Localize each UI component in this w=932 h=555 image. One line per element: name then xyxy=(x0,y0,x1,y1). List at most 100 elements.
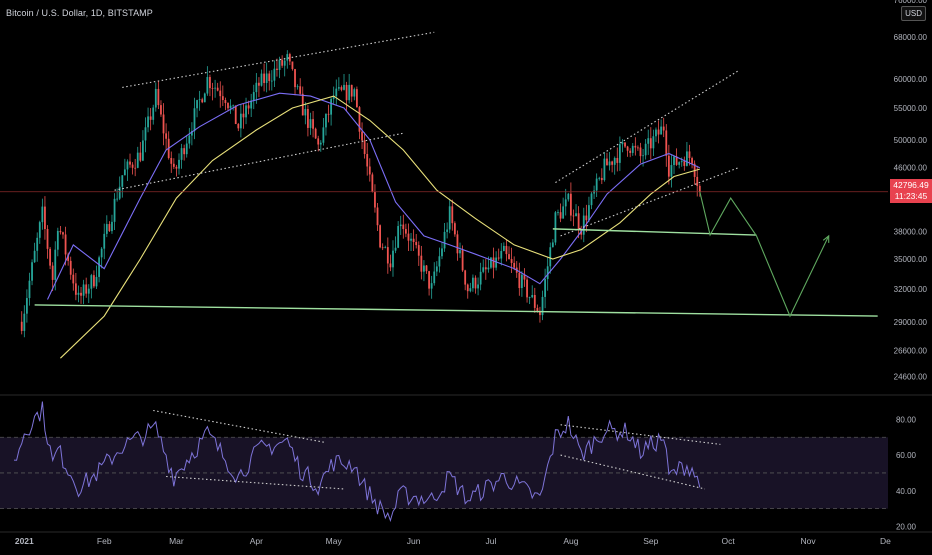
candle[interactable] xyxy=(23,305,26,338)
candle[interactable] xyxy=(198,90,201,111)
candle[interactable] xyxy=(595,173,598,197)
candle[interactable] xyxy=(691,156,693,169)
candle[interactable] xyxy=(425,265,428,274)
candle[interactable] xyxy=(46,225,49,259)
candle[interactable] xyxy=(386,237,389,274)
candle[interactable] xyxy=(696,165,699,197)
support-line[interactable] xyxy=(34,304,878,317)
price-trendline[interactable] xyxy=(122,31,435,88)
candle[interactable] xyxy=(51,262,54,292)
candle[interactable] xyxy=(686,141,688,167)
candle[interactable] xyxy=(662,117,665,138)
candle[interactable] xyxy=(479,262,482,291)
candle[interactable] xyxy=(631,143,634,156)
candle[interactable] xyxy=(611,160,614,173)
candle[interactable] xyxy=(407,223,410,252)
rsi-pane[interactable] xyxy=(0,401,888,523)
candle[interactable] xyxy=(637,145,639,151)
candle[interactable] xyxy=(639,142,642,164)
candle[interactable] xyxy=(466,283,469,299)
candle[interactable] xyxy=(415,234,418,249)
candle[interactable] xyxy=(526,276,528,303)
candle[interactable] xyxy=(273,60,276,87)
candle[interactable] xyxy=(430,275,433,299)
candle[interactable] xyxy=(330,97,333,126)
candle[interactable] xyxy=(152,104,155,125)
candle[interactable] xyxy=(242,103,245,129)
candle[interactable] xyxy=(288,52,291,66)
candle[interactable] xyxy=(456,230,459,261)
candle[interactable] xyxy=(216,82,219,92)
candle[interactable] xyxy=(484,258,487,280)
candle[interactable] xyxy=(87,284,90,304)
candle[interactable] xyxy=(588,196,590,223)
candle[interactable] xyxy=(239,104,242,138)
candle[interactable] xyxy=(116,188,119,202)
candle[interactable] xyxy=(575,204,577,217)
candle[interactable] xyxy=(533,287,536,313)
candle[interactable] xyxy=(90,273,93,299)
candle[interactable] xyxy=(603,152,606,182)
candle[interactable] xyxy=(417,241,420,266)
candle[interactable] xyxy=(188,127,191,149)
candle[interactable] xyxy=(652,129,655,156)
candle[interactable] xyxy=(38,220,41,244)
candle[interactable] xyxy=(162,103,165,146)
candle[interactable] xyxy=(214,79,216,98)
candle[interactable] xyxy=(157,80,160,110)
candle[interactable] xyxy=(404,223,407,238)
candle[interactable] xyxy=(121,175,124,198)
candle[interactable] xyxy=(600,168,603,185)
candle[interactable] xyxy=(322,118,325,146)
candle[interactable] xyxy=(221,85,224,107)
candle[interactable] xyxy=(77,285,80,303)
candle[interactable] xyxy=(309,112,312,135)
candle[interactable] xyxy=(420,245,423,280)
candle[interactable] xyxy=(492,247,495,279)
rsi-trendline[interactable] xyxy=(153,409,327,444)
candle[interactable] xyxy=(276,58,278,77)
candle[interactable] xyxy=(129,153,131,168)
candle[interactable] xyxy=(665,124,668,167)
candle[interactable] xyxy=(528,296,531,305)
candle[interactable] xyxy=(350,84,353,103)
price-pane[interactable] xyxy=(0,31,888,359)
candle[interactable] xyxy=(20,311,23,335)
candle[interactable] xyxy=(286,50,289,69)
candle[interactable] xyxy=(252,84,255,110)
candle[interactable] xyxy=(154,82,157,112)
candle[interactable] xyxy=(343,73,345,91)
candle[interactable] xyxy=(41,198,44,230)
rsi-trendline[interactable] xyxy=(560,424,721,445)
candle[interactable] xyxy=(453,221,456,237)
candle[interactable] xyxy=(206,66,209,96)
candle[interactable] xyxy=(142,130,144,162)
candle[interactable] xyxy=(250,93,253,117)
candle[interactable] xyxy=(69,256,72,280)
candle[interactable] xyxy=(337,77,340,91)
candle[interactable] xyxy=(678,161,681,169)
candle[interactable] xyxy=(247,100,250,115)
candle[interactable] xyxy=(667,144,670,185)
candle[interactable] xyxy=(371,172,374,193)
candle[interactable] xyxy=(428,270,430,296)
candle[interactable] xyxy=(495,251,498,271)
candle[interactable] xyxy=(108,221,111,232)
candle[interactable] xyxy=(98,255,100,283)
candle[interactable] xyxy=(56,227,59,257)
candle[interactable] xyxy=(590,191,593,210)
candle[interactable] xyxy=(62,231,64,239)
projection-path[interactable] xyxy=(699,191,830,318)
candle[interactable] xyxy=(260,69,263,87)
candle[interactable] xyxy=(278,56,281,79)
candle[interactable] xyxy=(569,182,572,222)
candle[interactable] xyxy=(376,203,379,232)
candle[interactable] xyxy=(219,81,222,108)
candle[interactable] xyxy=(291,61,294,71)
candle[interactable] xyxy=(554,211,557,246)
candle[interactable] xyxy=(544,268,547,309)
candle[interactable] xyxy=(634,137,637,156)
candle[interactable] xyxy=(314,127,317,139)
candle[interactable] xyxy=(172,158,175,170)
